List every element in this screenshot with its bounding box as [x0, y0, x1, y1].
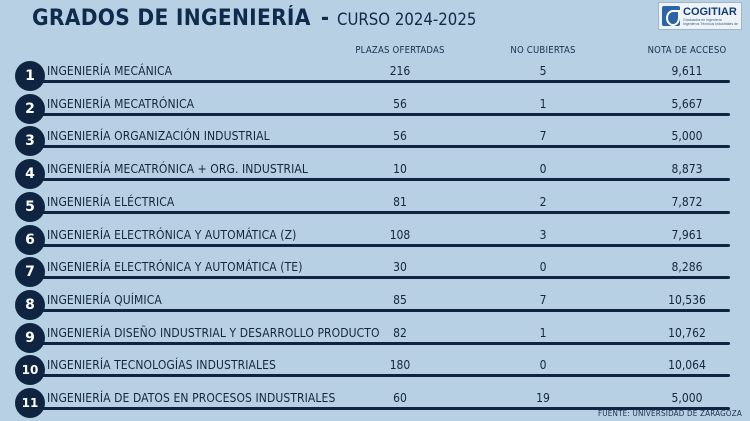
- plazas-value: 81: [393, 194, 407, 209]
- table-row: 8 INGENIERÍA QUÍMICA 85 7 10,536: [0, 287, 750, 320]
- nota-value: 7,872: [671, 194, 703, 209]
- row-divider: [36, 210, 730, 214]
- degree-name: INGENIERÍA DE DATOS EN PROCESOS INDUSTRI…: [47, 391, 336, 405]
- degree-name: INGENIERÍA DISEÑO INDUSTRIAL Y DESARROLL…: [47, 325, 380, 340]
- plazas-value: 85: [393, 292, 407, 307]
- table-row: 6 INGENIERÍA ELECTRÓNICA Y AUTOMÁTICA (Z)…: [0, 222, 750, 255]
- nota-value: 5,000: [671, 391, 703, 405]
- plazas-value: 108: [389, 227, 411, 242]
- row-number-badge: 9: [15, 322, 45, 353]
- row-divider: [36, 243, 730, 247]
- degree-name: INGENIERÍA ELECTRÓNICA Y AUTOMÁTICA (TE): [47, 260, 303, 275]
- row-number-badge: 2: [15, 93, 45, 124]
- degree-name: INGENIERÍA QUÍMICA: [47, 292, 162, 307]
- row-number-badge: 1: [15, 61, 45, 91]
- row-divider: [36, 276, 730, 280]
- row-number-badge: 4: [15, 159, 45, 190]
- nota-value: 8,873: [671, 162, 703, 177]
- logo-tagline-1: Graduados en Ingeniería: [683, 17, 722, 22]
- table-row: 10 INGENIERÍA TECNOLOGÍAS INDUSTRIALES 180…: [0, 352, 750, 386]
- row-divider: [36, 308, 730, 312]
- plazas-value: 10: [393, 162, 407, 177]
- column-header-no-cubiertas: NO CUBIERTAS: [510, 45, 576, 56]
- no-cubiertas-value: 7: [539, 292, 547, 307]
- row-divider: [36, 178, 730, 182]
- cogitiar-logo: COGITIAR Graduados en Ingeniería Ingenie…: [658, 2, 742, 30]
- title-dash: -: [320, 6, 330, 31]
- plazas-value: 56: [393, 96, 407, 111]
- logo-text: COGITIAR Graduados en Ingeniería Ingenie…: [683, 7, 738, 26]
- nota-value: 8,286: [671, 260, 703, 275]
- logo-tagline-2: Ingenieros Técnicos Industriales de Arag…: [683, 21, 738, 26]
- row-divider: [36, 374, 730, 378]
- logo-name: COGITIAR: [683, 6, 737, 18]
- no-cubiertas-value: 0: [539, 358, 547, 373]
- table-row: 3 INGENIERÍA ORGANIZACIÓN INDUSTRIAL 56 7 5,…: [0, 123, 750, 157]
- table-row: 5 INGENIERÍA ELÉCTRICA 81 2 7,872: [0, 189, 750, 222]
- nota-value: 10,536: [668, 292, 706, 307]
- no-cubiertas-value: 5: [539, 64, 547, 78]
- title-main: GRADOS DE INGENIERÍA: [32, 6, 311, 31]
- row-divider: [36, 80, 730, 83]
- no-cubiertas-value: 3: [539, 227, 547, 242]
- nota-value: 7,961: [671, 227, 703, 242]
- row-divider: [36, 112, 730, 116]
- row-number-badge: 6: [15, 224, 45, 255]
- plazas-value: 56: [393, 129, 407, 144]
- row-number-badge: 3: [15, 126, 45, 157]
- row-number-badge: 8: [15, 289, 45, 320]
- table-row: 7 INGENIERÍA ELECTRÓNICA Y AUTOMÁTICA (TE…: [0, 254, 750, 288]
- no-cubiertas-value: 2: [539, 194, 547, 209]
- degree-name: INGENIERÍA TECNOLOGÍAS INDUSTRIALES: [47, 358, 277, 373]
- table-row: 4 INGENIERÍA MECATRÓNICA + ORG. INDUSTRIA…: [0, 156, 750, 190]
- nota-value: 5,000: [671, 129, 703, 144]
- degree-name: INGENIERÍA MECATRÓNICA: [47, 96, 195, 111]
- title-subtitle: CURSO 2024-2025: [337, 10, 477, 30]
- degree-name: INGENIERÍA MECÁNICA: [47, 64, 173, 78]
- row-divider: [36, 341, 730, 345]
- row-divider: [36, 407, 730, 410]
- degree-name: INGENIERÍA ELÉCTRICA: [47, 194, 175, 209]
- plazas-value: 60: [393, 391, 407, 405]
- no-cubiertas-value: 19: [536, 391, 550, 405]
- source-note: FUENTE: UNIVERSIDAD DE ZARAGOZA: [597, 409, 742, 418]
- plazas-value: 180: [389, 358, 411, 373]
- table-row: 9 INGENIERÍA DISEÑO INDUSTRIAL Y DESARROL…: [0, 320, 750, 353]
- page-title: GRADOS DE INGENIERÍA - CURSO 2024-2025: [32, 6, 496, 36]
- table-row: 1 INGENIERÍA MECÁNICA 216 5 9,611: [0, 58, 750, 91]
- row-number-badge: 7: [15, 257, 45, 288]
- no-cubiertas-value: 0: [539, 162, 547, 177]
- no-cubiertas-value: 0: [539, 260, 547, 275]
- nota-value: 9,611: [671, 64, 703, 78]
- row-number-badge: 11: [15, 388, 45, 418]
- nota-value: 10,064: [668, 358, 706, 373]
- degree-name: INGENIERÍA ELECTRÓNICA Y AUTOMÁTICA (Z): [47, 227, 297, 242]
- table-row: 11 INGENIERÍA DE DATOS EN PROCESOS INDUST…: [0, 385, 750, 418]
- degree-name: INGENIERÍA ORGANIZACIÓN INDUSTRIAL: [47, 129, 270, 144]
- plazas-value: 82: [393, 325, 407, 340]
- row-divider: [36, 145, 730, 149]
- plazas-value: 30: [393, 260, 407, 275]
- row-number-badge: 10: [15, 355, 45, 386]
- nota-value: 10,762: [668, 325, 706, 340]
- no-cubiertas-value: 1: [539, 96, 547, 111]
- table-row: 2 INGENIERÍA MECATRÓNICA 56 1 5,667: [0, 91, 750, 124]
- degree-name: INGENIERÍA MECATRÓNICA + ORG. INDUSTRIAL: [47, 162, 309, 177]
- logo-mark-icon: [662, 6, 680, 26]
- plazas-value: 216: [389, 64, 411, 78]
- row-number-badge: 5: [15, 191, 45, 222]
- nota-value: 5,667: [671, 96, 703, 111]
- column-header-plazas: PLAZAS OFERTADAS: [355, 45, 445, 56]
- no-cubiertas-value: 7: [539, 129, 547, 144]
- column-header-nota: NOTA DE ACCESO: [647, 45, 727, 56]
- no-cubiertas-value: 1: [539, 325, 547, 340]
